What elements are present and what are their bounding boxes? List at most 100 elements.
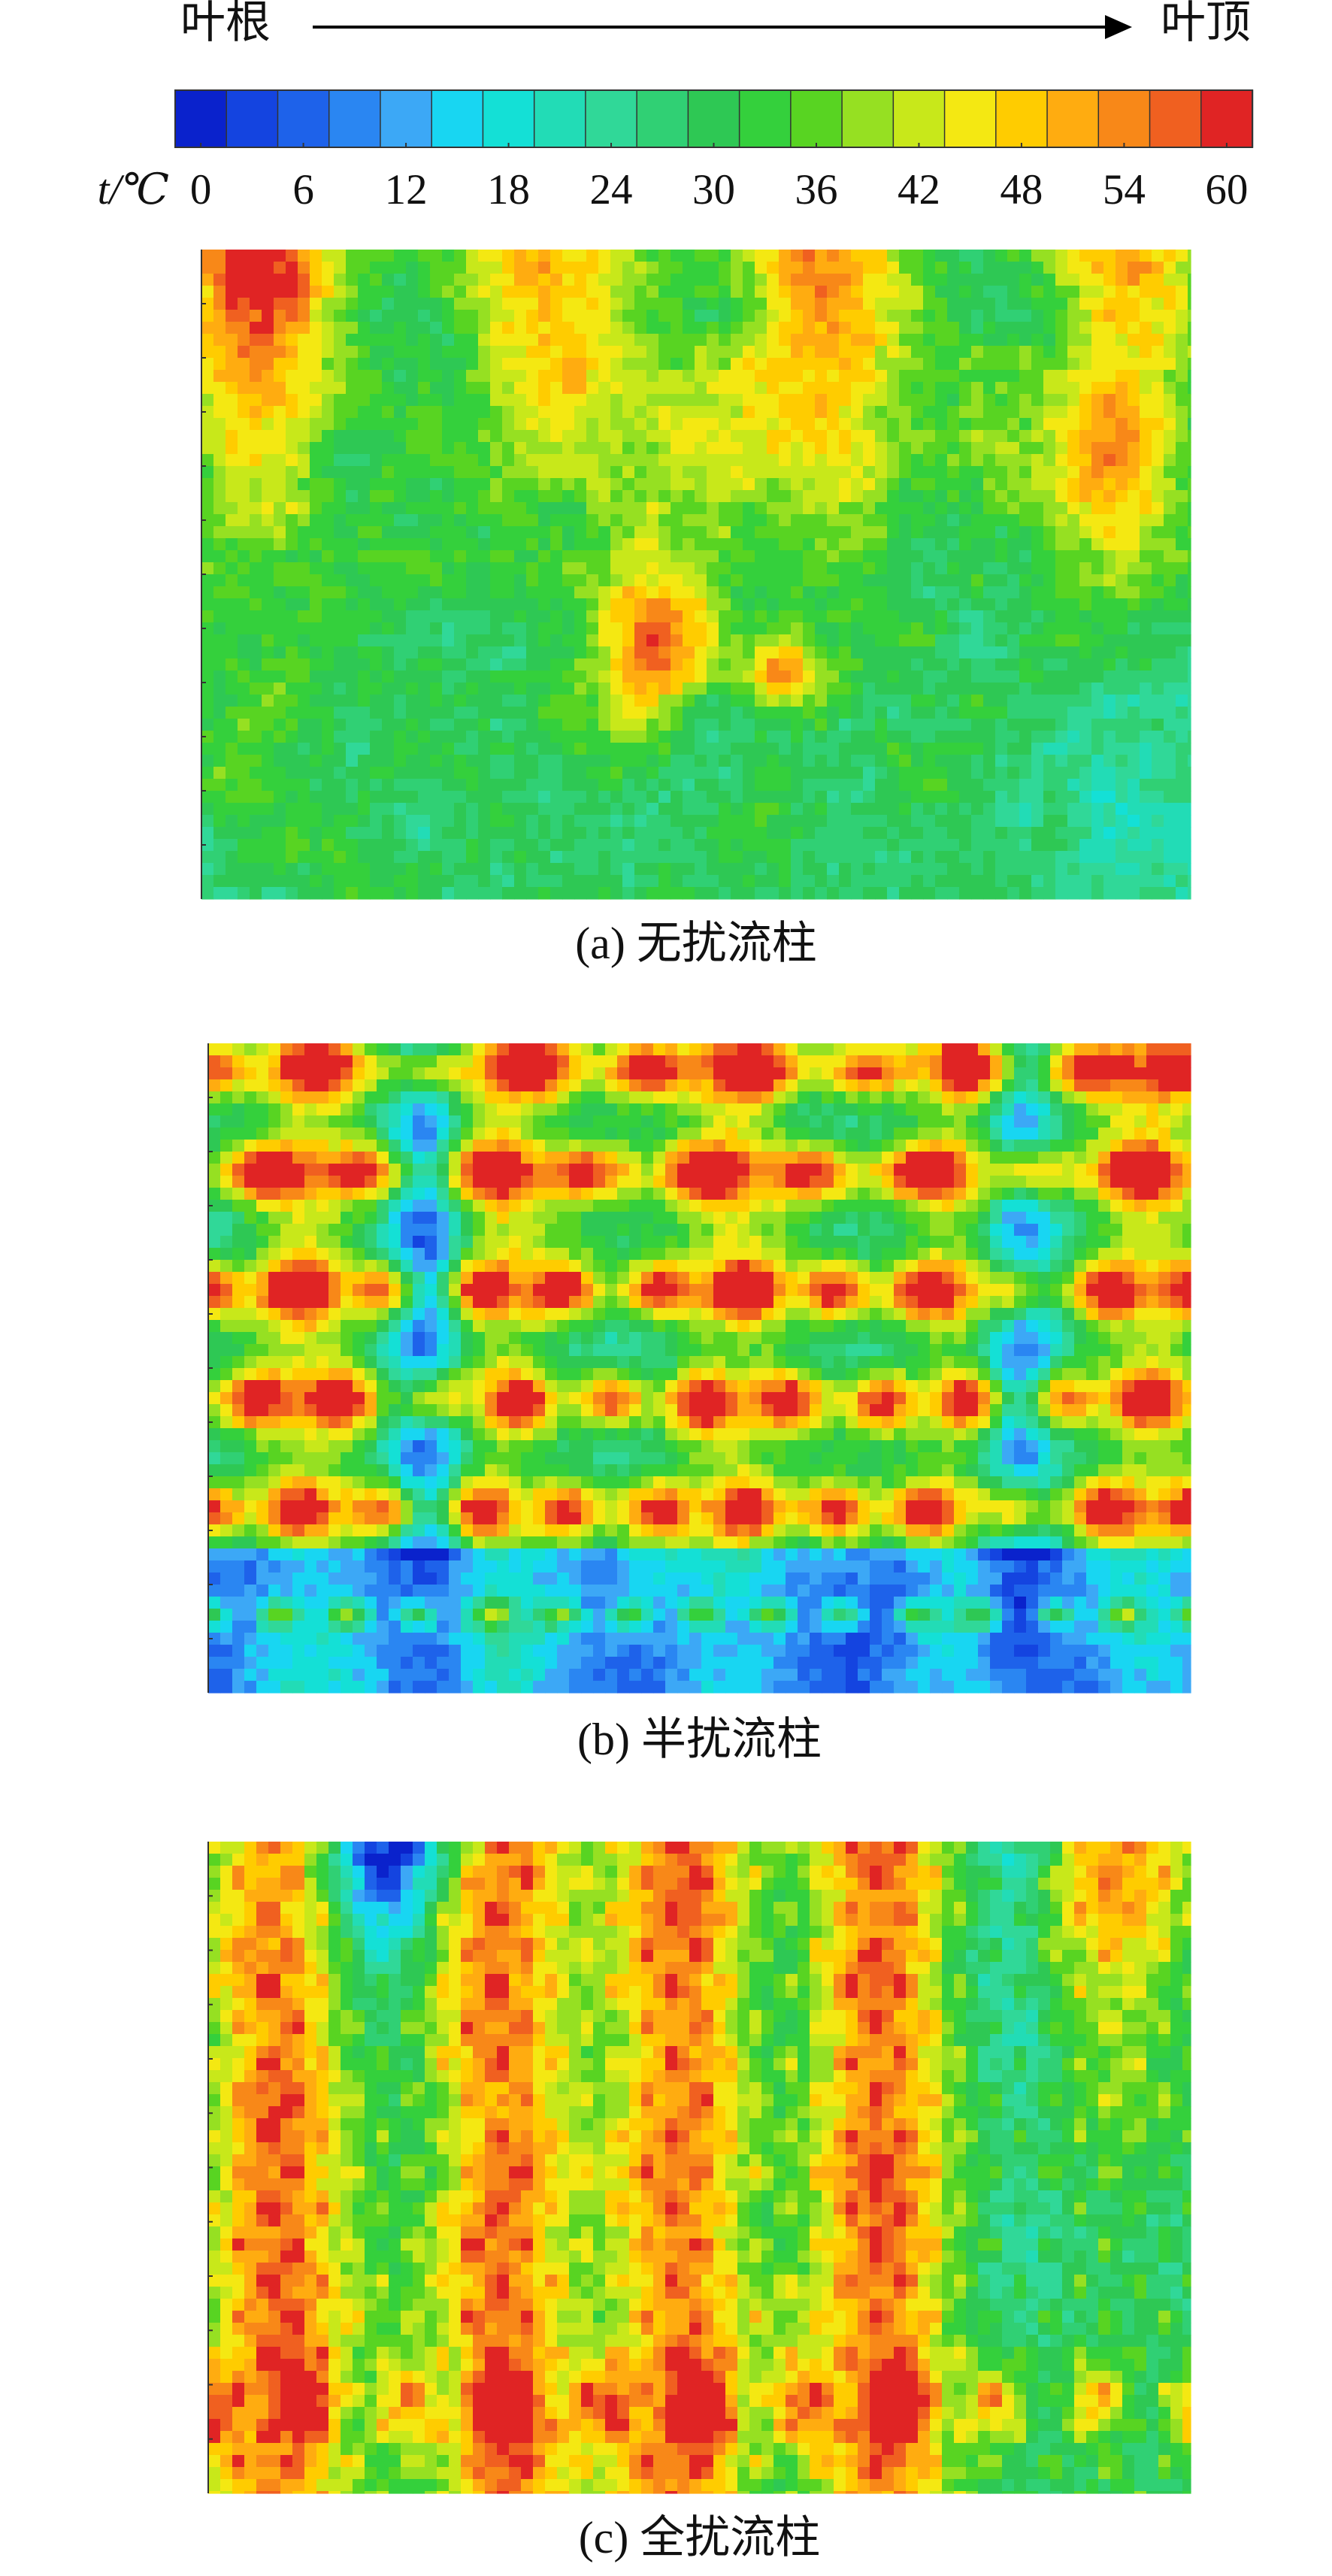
thermal-cell [743,442,755,455]
thermal-cell [743,358,755,371]
thermal-cell [1079,418,1092,431]
thermal-cell [358,550,371,563]
thermal-cell [1128,526,1140,539]
thermal-cell [1110,1055,1123,1068]
thermal-cell [695,598,707,611]
thermal-cell [863,683,876,695]
thermal-cell [1043,334,1056,347]
thermal-cell [449,1103,462,1116]
thermal-cell [226,454,238,467]
thermal-cell [389,1079,401,1092]
thermal-cell [1182,1091,1191,1104]
thermal-cell [634,466,647,479]
thermal-cell [719,490,731,503]
thermal-cell [683,719,695,731]
thermal-cell [1007,815,1020,828]
thermal-cell [671,478,683,491]
thermal-cell [1067,755,1080,767]
thermal-cell [262,743,274,755]
thermal-cell [442,670,455,683]
thermal-cell [442,707,455,719]
thermal-cell [382,514,395,527]
thermal-cell [538,586,551,599]
thermal-cell [658,827,671,840]
thermal-cell [502,610,515,623]
thermal-cell [220,1079,233,1092]
thermal-cell [514,767,527,779]
thermal-cell [863,598,876,611]
thermal-cell [899,322,912,334]
thermal-cell [286,683,298,695]
thermal-cell [1116,707,1128,719]
thermal-cell [370,406,383,419]
thermal-cell [442,346,455,359]
thermal-cell [1091,322,1104,334]
thermal-cell [298,670,310,683]
thermal-cell [514,442,527,455]
thermal-cell [959,803,972,816]
thermal-cell [875,658,888,671]
thermal-cell [478,502,491,515]
thermal-cell [274,646,286,659]
thermal-cell [803,550,816,563]
thermal-cell [346,466,359,479]
thermal-cell [1091,695,1104,707]
thermal-cell [490,430,503,443]
thermal-cell [815,514,828,527]
thermal-cell [610,430,623,443]
thermal-cell [1067,610,1080,623]
thermal-cell [1091,731,1104,743]
thermal-cell [1031,839,1044,852]
thermal-cell [466,346,479,359]
thermal-cell [430,562,443,575]
thermal-cell [581,1043,594,1056]
thermal-cell [923,322,936,334]
thermal-cell [707,767,719,779]
thermal-cell [1170,1043,1183,1056]
thermal-cell [1091,646,1104,659]
thermal-cell [935,610,948,623]
thermal-cell [322,406,335,419]
thermal-cell [382,887,395,900]
thermal-cell [478,731,491,743]
thermal-cell [328,1103,341,1116]
thermal-cell [454,382,467,395]
thermal-cell [1116,274,1128,286]
thermal-cell [406,538,419,551]
thermal-cell [262,598,274,611]
thermal-cell [827,622,840,635]
thermal-cell [502,658,515,671]
thermal-cell [995,490,1008,503]
thermal-cell [382,310,395,322]
thermal-cell [490,851,503,864]
thermal-cell [839,767,852,779]
thermal-cell [671,803,683,816]
thermal-cell [1140,767,1152,779]
thermal-cell [749,1079,762,1092]
thermal-cell [899,502,912,515]
thermal-cell [1055,598,1068,611]
thermal-cell [743,610,755,623]
thermal-cell [1128,442,1140,455]
thermal-cell [1152,310,1164,322]
thermal-cell [502,310,515,322]
thermal-cell [622,442,635,455]
thermal-cell [526,526,539,539]
thermal-cell [622,286,635,298]
thermal-cell [923,586,936,599]
thermal-cell [942,1055,955,1068]
thermal-cell [437,1055,450,1068]
thermal-cell [526,779,539,792]
thermal-cell [586,743,599,755]
thermal-cell [1062,1043,1075,1056]
thermal-cell [310,887,322,900]
thermal-cell [1128,743,1140,755]
thermal-cell [1031,875,1044,888]
thermal-cell [358,250,371,262]
thermal-cell [1176,430,1188,443]
thermal-cell [490,683,503,695]
thermal-cell [358,779,371,792]
thermal-cell [851,755,864,767]
thermal-cell [514,418,527,431]
thermal-cell [1128,634,1140,647]
